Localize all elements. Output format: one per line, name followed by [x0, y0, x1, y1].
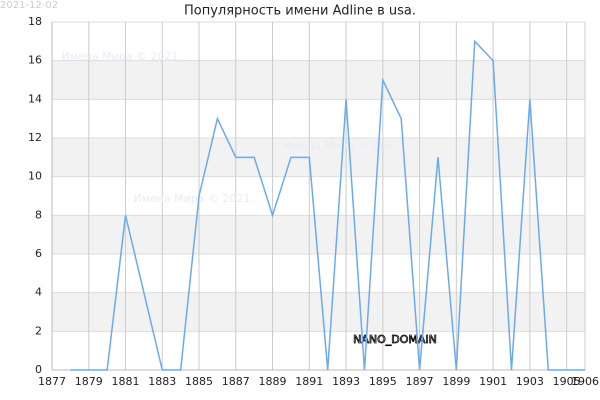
x-tick-label: 1903	[516, 375, 544, 388]
x-tick-label: 1885	[185, 375, 213, 388]
grid-band	[52, 60, 585, 100]
chart-title: Популярность имени Adline в usa.	[184, 4, 416, 19]
y-tick-label: 18	[28, 15, 42, 28]
x-tick-label: 1887	[222, 375, 250, 388]
x-tick-label: 1905	[553, 375, 581, 388]
watermark: Имена Мира © 2021	[133, 192, 250, 205]
grid-band	[52, 138, 585, 177]
date-stamp: 2021-12-02	[0, 0, 58, 11]
x-tick-label: 1877	[38, 375, 66, 388]
y-tick-label: 6	[35, 247, 42, 260]
x-tick-label: 1879	[75, 375, 103, 388]
y-tick-label: 4	[35, 286, 42, 299]
grid-band	[52, 292, 585, 332]
y-tick-label: 12	[28, 131, 42, 144]
x-tick-label: 1881	[112, 375, 140, 388]
x-tick-label: 1891	[295, 375, 323, 388]
series-line	[70, 39, 585, 371]
x-tick-label: 1899	[442, 375, 470, 388]
watermark: Имена Мира © 2021	[283, 139, 400, 152]
x-tick-label: 1897	[406, 375, 434, 388]
x-tick-label: 1893	[332, 375, 360, 388]
x-tick-label: 1883	[148, 375, 176, 388]
x-tick-label: 1895	[369, 375, 397, 388]
x-tick-label: 1906	[571, 375, 599, 388]
y-tick-label: 16	[28, 54, 42, 67]
y-tick-label: 14	[28, 92, 42, 105]
x-tick-label: 1901	[479, 375, 507, 388]
watermark: Имена Мира © 2021	[61, 50, 178, 63]
y-tick-label: 8	[35, 208, 42, 221]
y-tick-label: 2	[35, 324, 42, 337]
x-tick-label: 1889	[259, 375, 287, 388]
y-tick-label: 10	[28, 170, 42, 183]
grid-band	[52, 215, 585, 254]
domain-label: NANO_DOMAIN	[353, 333, 437, 346]
y-tick-label: 0	[35, 363, 42, 376]
